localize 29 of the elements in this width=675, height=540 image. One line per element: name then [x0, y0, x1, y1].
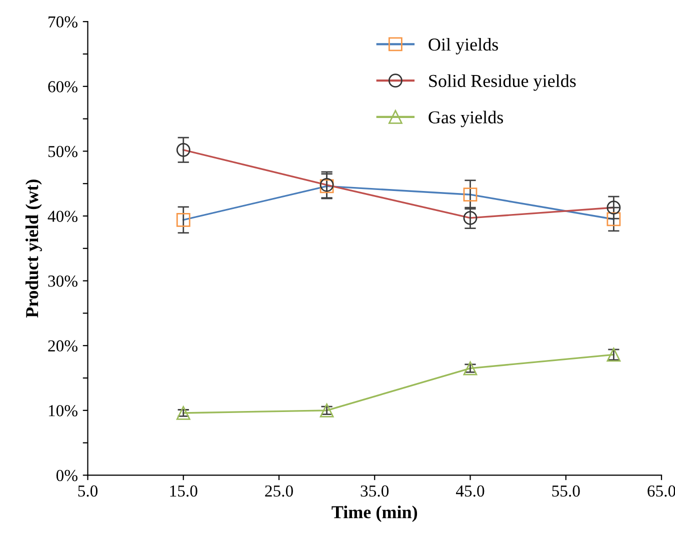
y-axis-title: Product yield (wt) [26, 180, 42, 318]
point [176, 142, 190, 157]
y-tick-label: 50% [48, 146, 78, 158]
x-tick-label: 35.0 [360, 485, 389, 497]
x-tick-label: 55.0 [552, 485, 580, 497]
point [320, 403, 334, 418]
x-tick-label: 15.0 [170, 485, 198, 497]
x-tick-label: 5.0 [78, 485, 98, 497]
point [176, 212, 190, 227]
x-axis-title: Time (min) [332, 506, 418, 522]
y-tick-label: 20% [48, 340, 78, 352]
point [463, 188, 478, 202]
legend-label: Solid Residue yields [429, 74, 576, 91]
y-tick-label: 10% [48, 405, 78, 416]
legend-label: Oil yields [428, 38, 498, 54]
point [606, 212, 621, 226]
y-tick-label: 0% [56, 470, 78, 482]
point [463, 361, 478, 376]
y-tick-label: 60% [48, 81, 78, 92]
point [606, 200, 621, 215]
x-tick-label: 45.0 [456, 485, 484, 497]
legend-label: Gas yields [428, 110, 504, 128]
y-tick-label: 30% [48, 276, 78, 287]
point [463, 211, 478, 225]
x-tick-label: 25.0 [265, 485, 293, 497]
y-tick-label: 70% [48, 16, 78, 28]
y-tick-label: 40% [48, 210, 78, 222]
x-tick-label: 65.0 [648, 485, 675, 497]
point [176, 406, 190, 420]
